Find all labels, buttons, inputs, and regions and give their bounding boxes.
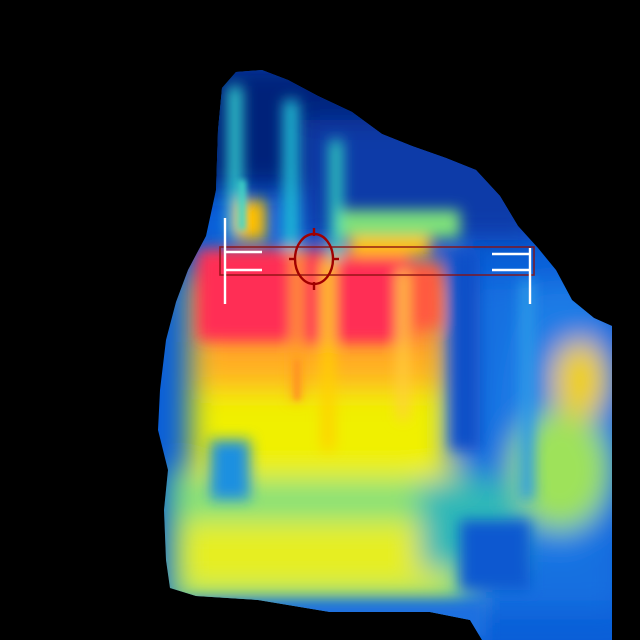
measurement-line-box[interactable] [219, 246, 535, 276]
left-bracket[interactable] [223, 218, 262, 304]
crosshair-icon[interactable] [289, 228, 339, 290]
right-bracket[interactable] [492, 248, 532, 304]
measurement-overlay[interactable] [219, 218, 535, 304]
